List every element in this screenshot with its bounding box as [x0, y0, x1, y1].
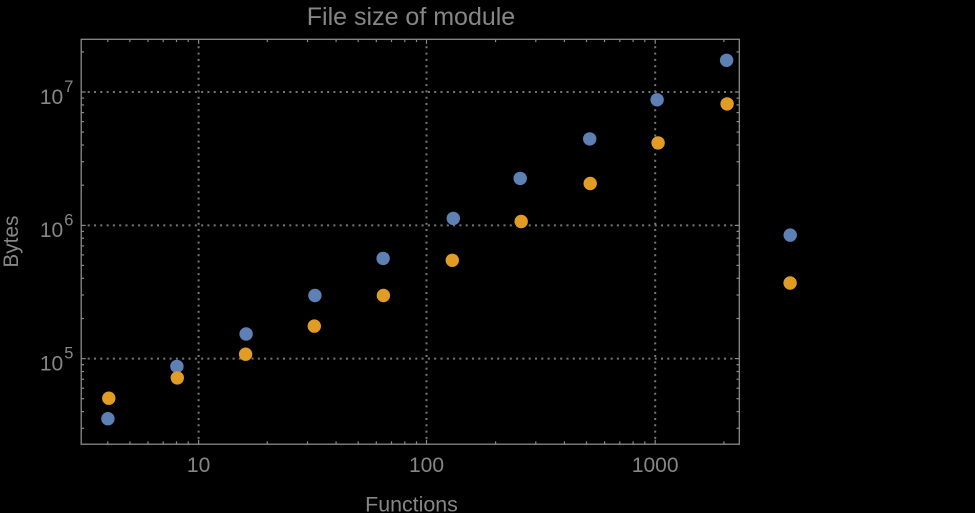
- svg-text:10: 10: [40, 352, 63, 375]
- svg-text:7: 7: [64, 78, 73, 96]
- svg-text:10: 10: [40, 86, 63, 109]
- svg-text:10: 10: [187, 454, 210, 477]
- svg-text:File size of module: File size of module: [307, 3, 515, 31]
- svg-text:1000: 1000: [632, 454, 679, 477]
- svg-text:100: 100: [409, 454, 444, 477]
- svg-text:6: 6: [64, 212, 73, 230]
- svg-text:Functions: Functions: [365, 492, 458, 513]
- svg-text:10: 10: [40, 219, 63, 242]
- svg-text:Bytes: Bytes: [0, 216, 23, 268]
- svg-text:5: 5: [64, 345, 73, 363]
